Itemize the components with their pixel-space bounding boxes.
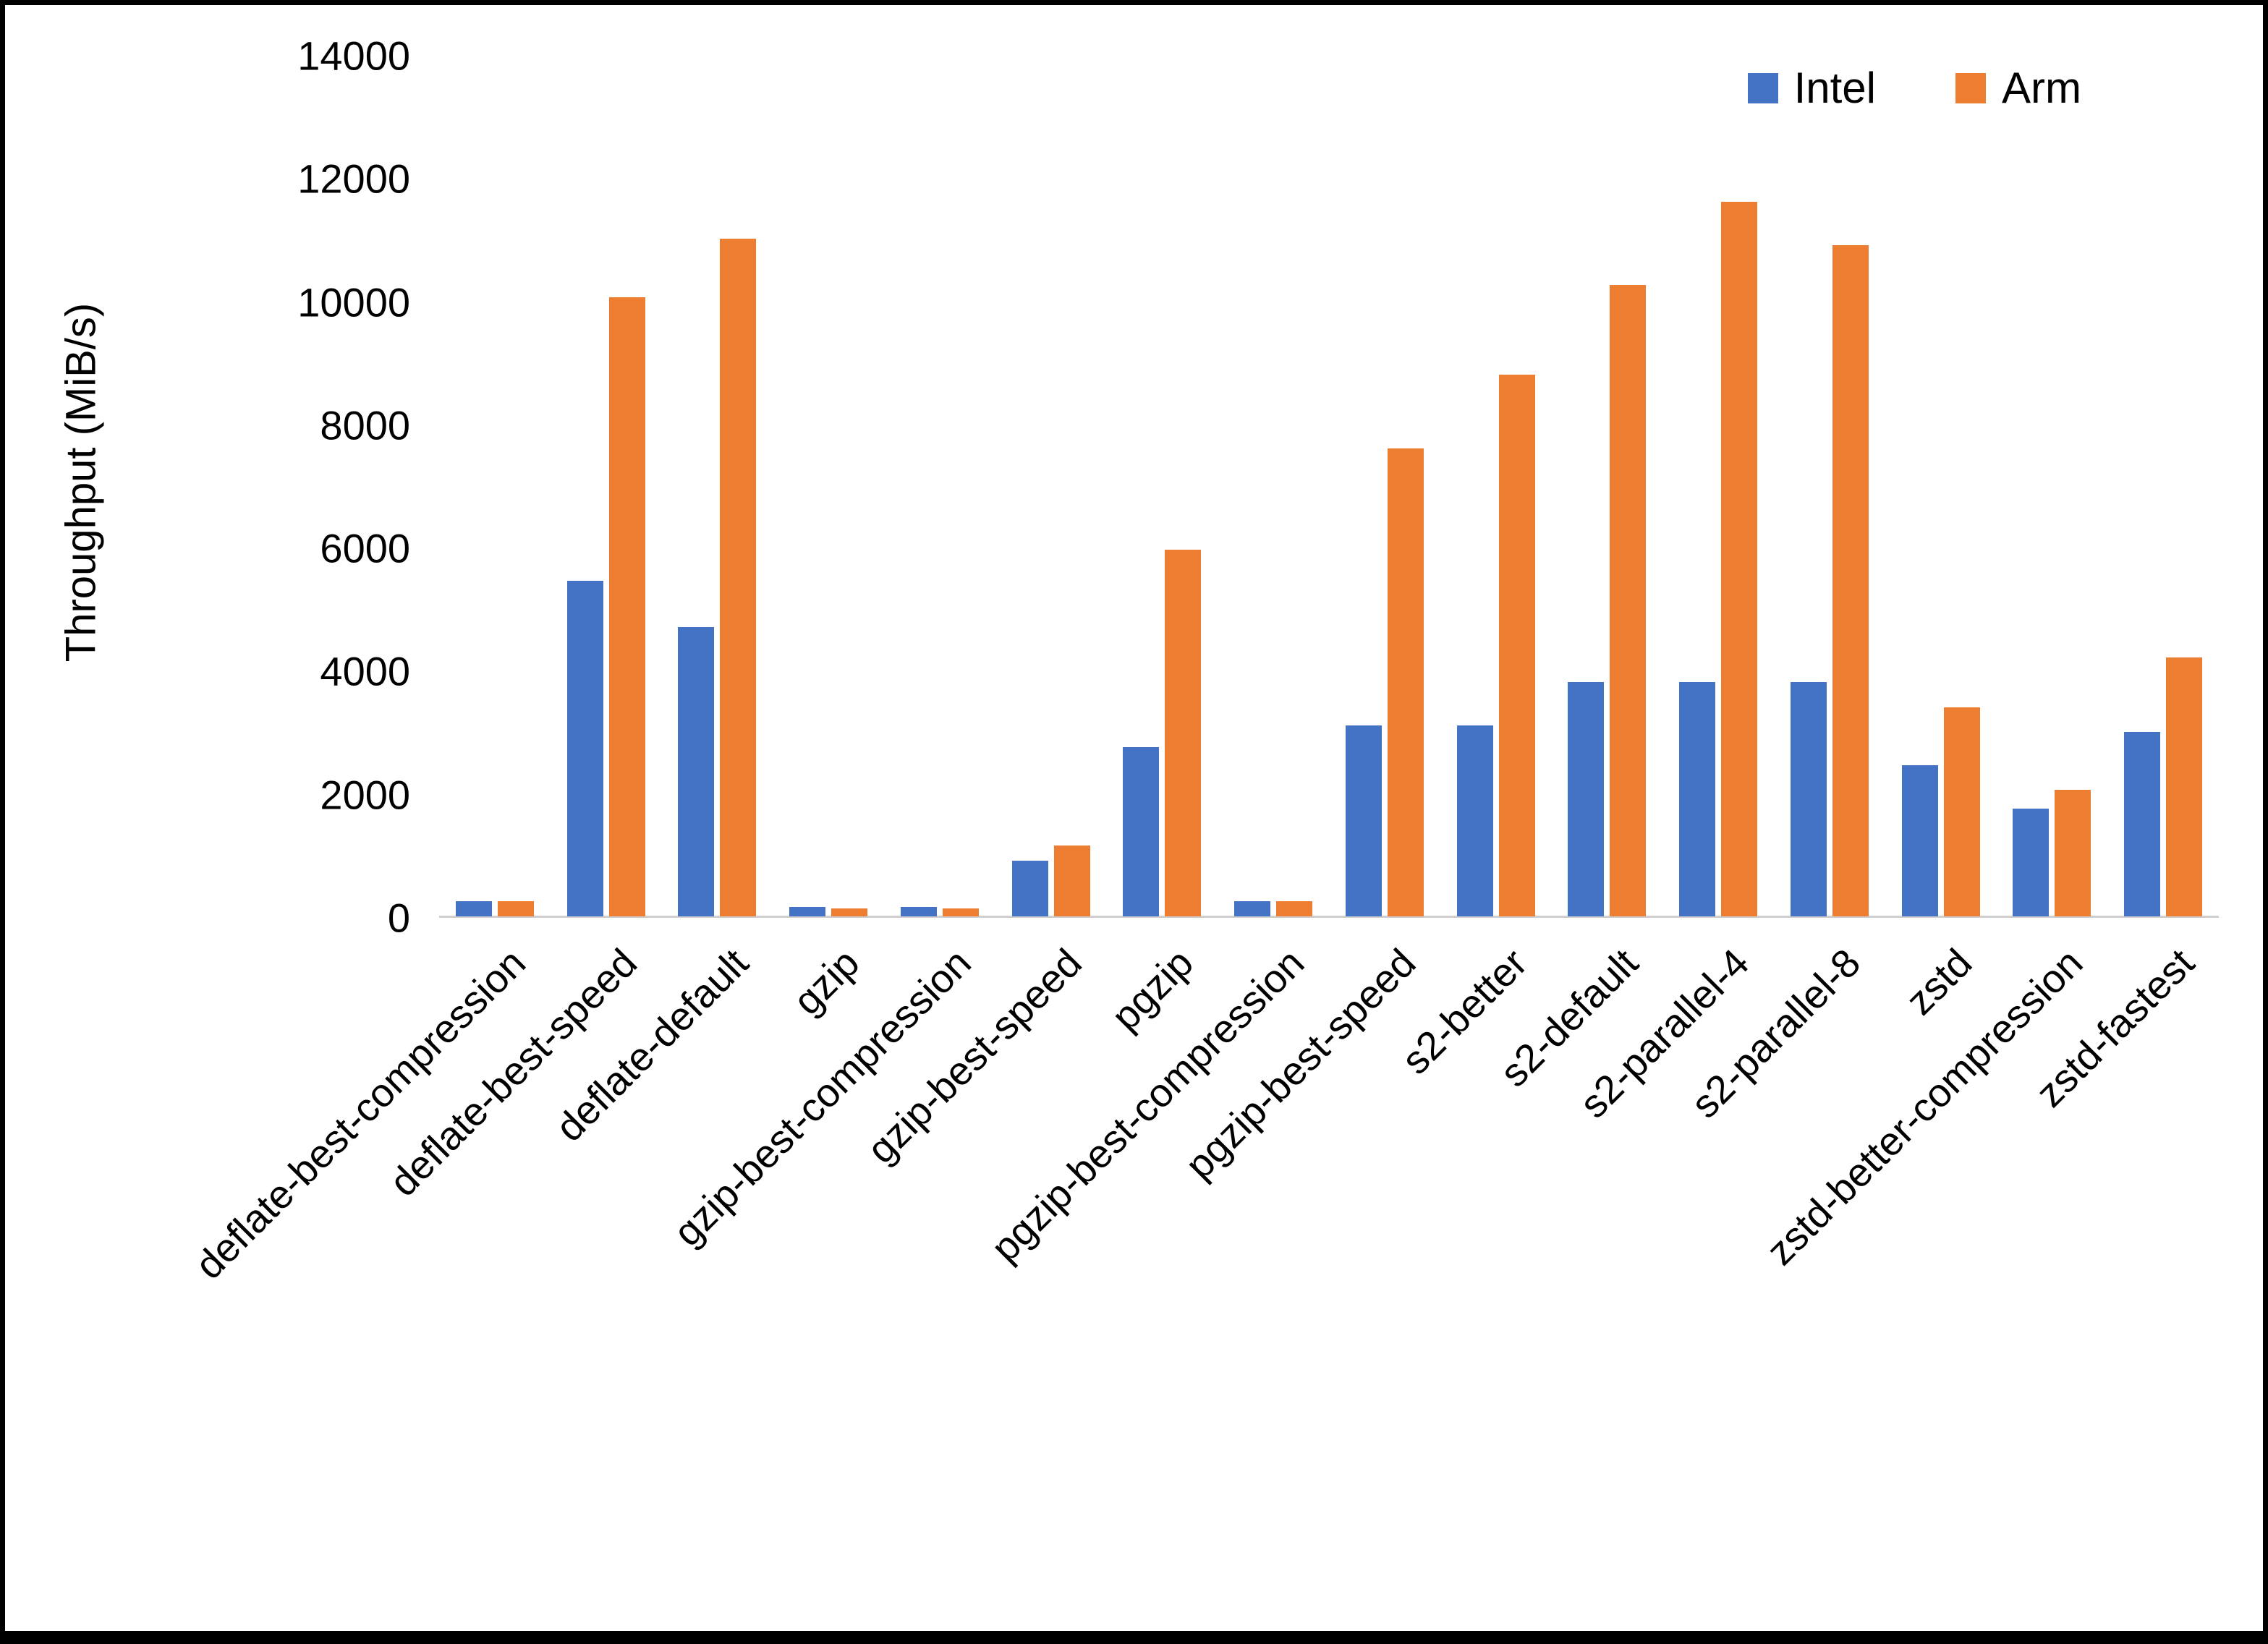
y-tick-label: 14000 [297,33,410,79]
bar-intel-s2-better [1456,725,1493,916]
y-tick-label: 2000 [320,772,410,818]
y-axis-title: Throughput (MiB/s) [57,302,105,663]
bar-arm-s2-default [1610,285,1647,916]
y-tick-label: 6000 [320,525,410,571]
legend-swatch-arm [1955,72,1987,103]
bar-intel-gzip-best-compression [900,907,937,916]
bar-arm-s2-parallel-8 [1832,244,1869,916]
bar-intel-zstd-fastest [2124,731,2161,916]
bar-arm-deflate-best-speed [608,297,645,916]
bar-chart: Throughput (MiB/s) 0 2000 4000 6000 8000 1000… [5,5,2263,1631]
bar-intel-pgzip-best-compression [1234,900,1271,916]
bar-arm-deflate-best-compression [497,900,534,916]
bar-intel-pgzip-best-speed [1345,725,1382,916]
bar-intel-deflate-best-compression [455,900,492,916]
bar-intel-s2-default [1568,682,1605,916]
legend-item-intel: Intel [1747,63,1877,113]
x-axis-category-labels: deflate-best-compression deflate-best-spe… [187,918,2219,1612]
bar-intel-gzip-best-speed [1011,861,1048,916]
plot-area: Intel Arm [439,56,2219,918]
bar-arm-gzip [831,908,868,916]
y-tick-label: 4000 [320,648,410,694]
bar-intel-s2-parallel-8 [1790,682,1827,916]
bar-arm-gzip-best-compression [942,908,979,916]
bar-arm-pgzip-best-compression [1276,900,1313,916]
bar-arm-zstd-better-compression [2055,790,2091,916]
x-category-label: gzip [784,940,868,1023]
bar-arm-s2-better [1498,374,1535,916]
y-tick-label: 10000 [297,279,410,325]
bar-arm-pgzip [1165,550,1202,916]
bar-arm-gzip-best-speed [1053,846,1090,916]
bar-intel-zstd [1901,765,1938,916]
x-category-label: zstd [1897,940,1981,1023]
bar-intel-zstd-better-compression [2013,809,2050,916]
bar-intel-s2-parallel-4 [1679,682,1716,916]
legend-label-intel: Intel [1793,64,1877,112]
bar-arm-s2-parallel-4 [1721,202,1758,916]
bar-arm-pgzip-best-speed [1387,448,1424,916]
bar-intel-gzip [789,907,826,916]
legend-swatch-intel [1747,72,1778,103]
x-category-label: deflate-default [546,940,757,1151]
bar-arm-zstd [1943,707,1980,916]
x-category-label: pgzip [1103,940,1202,1039]
bar-arm-zstd-fastest [2166,657,2203,916]
x-axis-line [439,916,2219,918]
bar-intel-deflate-best-speed [566,580,603,916]
y-tick-label: 8000 [320,402,410,448]
legend: Intel Arm [1747,63,2081,113]
bar-intel-pgzip [1123,746,1160,916]
legend-label-arm: Arm [2002,64,2081,112]
bar-intel-deflate-default [678,626,715,916]
bar-arm-deflate-default [720,239,757,916]
y-tick-label: 0 [387,895,410,941]
y-tick-label: 12000 [297,156,410,202]
y-axis-tick-labels: 0 2000 4000 6000 8000 10000 12000 14000 [171,33,410,941]
legend-item-arm: Arm [1955,63,2081,113]
